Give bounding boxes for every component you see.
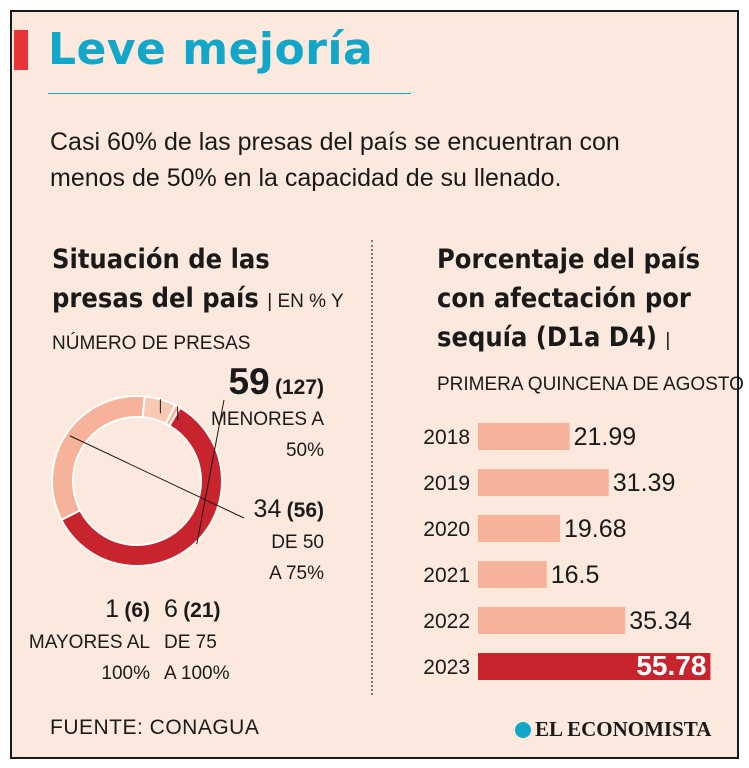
slice-label-over-100: 1 (6) MAYORES AL 100% [29, 594, 150, 689]
brand-icon [515, 722, 531, 738]
bar-year-label: 2019 [423, 472, 470, 495]
bar-year-label: 2022 [423, 610, 470, 633]
bar-value-label: 16.5 [551, 561, 600, 589]
brand-name: EL ECONOMISTA [535, 717, 712, 741]
bar-title-line3: sequía (D1a D4) [437, 322, 657, 353]
donut-slices [51, 395, 223, 567]
bar-title-line1: Porcentaje del país [437, 244, 701, 275]
bar-chart: 2018 21.99 2019 31.39 2020 19.68 2021 16.5 2022 3… [423, 423, 711, 681]
slice-count: (6) [124, 599, 150, 622]
donut-subtitle: NÚMERO DE PRESAS [52, 333, 251, 354]
slice-count: (56) [286, 499, 324, 522]
bar-heading: Porcentaje del país con afectación por s… [437, 240, 737, 360]
slice-label-line1: MENORES A [211, 409, 324, 430]
slice-label-less-50: 59 (127) MENORES A 50% [211, 363, 324, 466]
donut-qualifier: | EN % Y [267, 291, 344, 312]
title-accent-bar [14, 30, 28, 70]
bar-year-label: 2021 [423, 564, 470, 587]
slice-percent: 1 [105, 595, 120, 623]
donut-title: Situación de las presas del país [52, 244, 270, 314]
donut-heading: Situación de las presas del país | EN % … [52, 240, 362, 321]
bar-year-label: 2018 [423, 426, 470, 449]
bar-value-label: 21.99 [574, 423, 637, 451]
slice-percent: 59 [228, 361, 270, 402]
bar-value-label: 55.78 [636, 650, 706, 681]
page-title: Leve mejoría [48, 24, 374, 75]
bar-subtitle: PRIMERA QUINCENA DE AGOSTO [437, 374, 744, 395]
slice-label-line1: MAYORES AL [28, 632, 150, 653]
bar-year-label: 2020 [423, 518, 470, 541]
source-credit: FUENTE: CONAGUA [50, 716, 260, 739]
bar-value-label: 19.68 [564, 515, 627, 543]
bar [478, 561, 547, 588]
bar-title-separator: | [665, 330, 671, 351]
bar-value-label: 35.34 [629, 607, 692, 635]
donut-slice [51, 395, 146, 522]
slice-label-line2: 50% [285, 440, 324, 461]
slice-label-75-100: 6 (21) DE 75 A 100% [164, 594, 230, 689]
title-underline [48, 93, 411, 94]
bar-value-label: 31.39 [613, 469, 676, 497]
bar [478, 607, 626, 634]
slice-label-line1: DE 75 [164, 632, 217, 653]
infographic-frame [10, 10, 739, 759]
bar [478, 653, 711, 680]
slice-label-line2: 100% [101, 663, 150, 684]
bar [478, 423, 570, 450]
bar [478, 515, 560, 542]
column-divider [371, 240, 373, 695]
slice-label-line2: A 75% [269, 563, 324, 584]
bar-year-label: 2023 [423, 656, 470, 679]
slice-label-line2: A 100% [164, 663, 230, 684]
slice-count: (21) [183, 599, 221, 622]
bar-group: 2018 21.99 2019 31.39 2020 19.68 2021 16.5 2022 3… [423, 423, 711, 681]
slice-label-line1: DE 50 [271, 532, 324, 553]
bar [478, 469, 609, 496]
subtitle: Casi 60% de las presas del país se encue… [50, 128, 620, 192]
leader-line [69, 435, 245, 519]
donut-slice [164, 403, 182, 428]
leader-line [196, 399, 225, 545]
slice-count: (127) [274, 376, 324, 399]
donut-slice [60, 406, 223, 567]
slice-percent: 34 [253, 495, 282, 523]
bar-title-line2: con afectación por [437, 283, 691, 314]
slice-label-50-75: 34 (56) DE 50 A 75% [254, 494, 324, 589]
slice-percent: 6 [164, 595, 178, 623]
donut-chart [51, 395, 245, 567]
brand-logo: EL ECONOMISTA [515, 717, 711, 742]
donut-leader-lines [69, 399, 245, 545]
